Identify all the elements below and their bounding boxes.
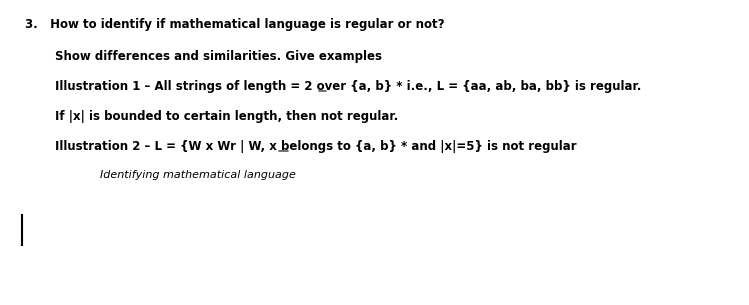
Text: If |x| is bounded to certain length, then not regular.: If |x| is bounded to certain length, the… xyxy=(55,110,398,123)
Text: Identifying mathematical language: Identifying mathematical language xyxy=(100,170,296,180)
Text: 3.   How to identify if mathematical language is regular or not?: 3. How to identify if mathematical langu… xyxy=(25,18,444,31)
Text: Show differences and similarities. Give examples: Show differences and similarities. Give … xyxy=(55,50,382,63)
Text: Illustration 2 – L = {W x Wr | W, x belongs to {a, b} * and |x|=5} is not regula: Illustration 2 – L = {W x Wr | W, x belo… xyxy=(55,140,577,153)
Text: Illustration 1 – All strings of length = 2 over {a, b} * i.e., L = {aa, ab, ba, : Illustration 1 – All strings of length =… xyxy=(55,80,641,93)
